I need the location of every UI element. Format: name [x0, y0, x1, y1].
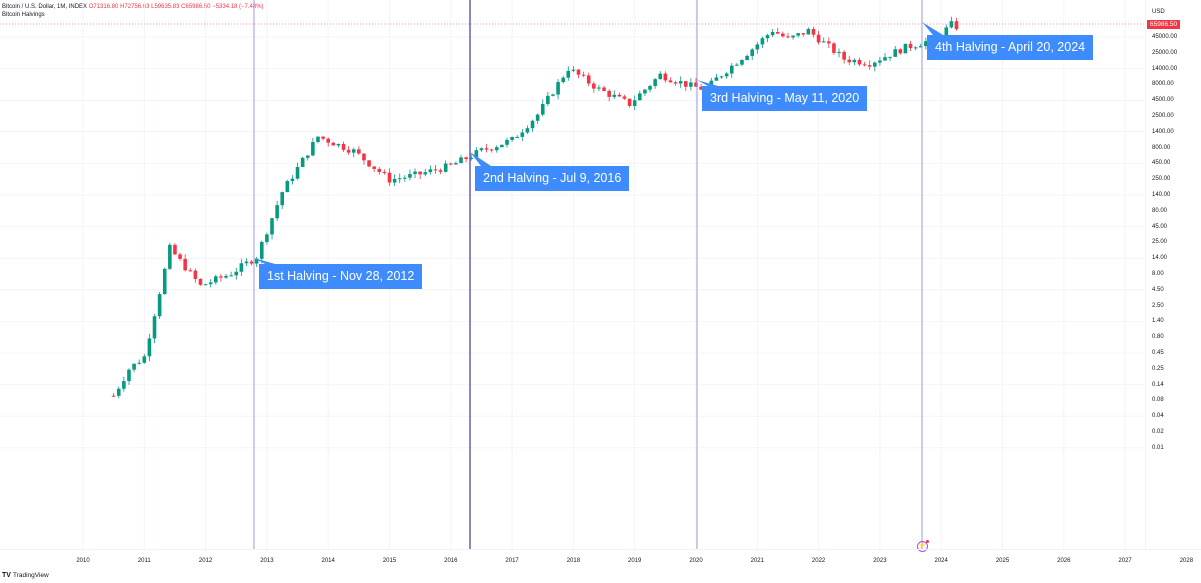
symbol-title: Bitcoin / U.S. Dollar, 1M, INDEX — [2, 4, 88, 10]
halving-callout[interactable]: 2nd Halving - Jul 9, 2016 — [475, 166, 630, 191]
year-tick: 2027 — [1118, 558, 1132, 564]
year-tick: 2024 — [934, 558, 948, 564]
year-tick: 2011 — [137, 558, 151, 564]
year-tick: 2028 — [1179, 558, 1194, 564]
price-tick: 45000.00 — [1152, 34, 1178, 40]
price-tick: 0.02 — [1152, 429, 1164, 435]
price-tick: 800.00 — [1152, 144, 1171, 151]
price-tick: 250.00 — [1152, 176, 1171, 183]
price-tick: 450.00 — [1152, 160, 1171, 167]
price-tick: 140.00 — [1152, 192, 1171, 198]
low-value: L59635.83 — [151, 4, 180, 10]
price-tick: 1400.00 — [1152, 128, 1174, 135]
brand-name: TradingView — [12, 572, 49, 579]
year-tick: 2023 — [873, 558, 887, 564]
price-tick: 25.00 — [1152, 239, 1168, 246]
year-tick: 2026 — [1057, 558, 1071, 564]
price-tick: 80.00 — [1152, 207, 1168, 214]
year-tick: 2021 — [750, 558, 764, 564]
currency-unit: USD — [1152, 9, 1165, 15]
open-value: O71316.80 — [88, 4, 119, 10]
change-value: −5334.18 (−7.48%) — [212, 4, 264, 10]
year-tick: 2014 — [321, 558, 335, 564]
price-tick: 0.04 — [1152, 413, 1164, 420]
candles — [111, 16, 959, 399]
halving-lines — [253, 0, 943, 549]
year-tick: 2012 — [198, 558, 213, 564]
price-tick: 8.00 — [1152, 271, 1164, 277]
price-tick: 14.00 — [1152, 255, 1168, 262]
high-value: H72756.63 — [120, 4, 150, 10]
time-axis[interactable]: 2010 2011 2012 2013 2014 2015 2016 2017 2018 2019… — [0, 549, 1201, 572]
price-tick: 1.40 — [1152, 318, 1164, 325]
price-axis[interactable]: USD 65986.50 45000.00 25000.00 14000.00 800… — [1145, 0, 1201, 549]
price-tick: 2.50 — [1152, 302, 1164, 309]
price-tick: 14000.00 — [1152, 65, 1178, 72]
tradingview-logo-icon: TV — [2, 572, 11, 579]
price-tick: 0.25 — [1152, 365, 1164, 372]
halving-marker-icon[interactable]: ⚡ — [917, 540, 929, 552]
indicator-label[interactable]: Bitcoin Halvings — [2, 12, 45, 18]
price-tick: 0.14 — [1152, 381, 1164, 388]
gridlines — [0, 0, 1145, 549]
halving-callout[interactable]: 1st Halving - Nov 28, 2012 — [259, 264, 423, 289]
price-tick: 8000.00 — [1152, 81, 1174, 88]
price-tick: 0.08 — [1152, 397, 1164, 404]
year-tick: 2016 — [444, 558, 458, 564]
price-tick: 4500.00 — [1152, 97, 1174, 104]
price-tick: 45.00 — [1152, 223, 1168, 230]
year-tick: 2025 — [995, 558, 1010, 564]
halving-callout[interactable]: 3rd Halving - May 11, 2020 — [702, 86, 868, 111]
chart-legend: Bitcoin / U.S. Dollar, 1M, INDEX O71316.… — [2, 3, 264, 19]
price-tick: 0.01 — [1152, 444, 1164, 451]
current-price-label: 65986.50 — [1147, 20, 1181, 29]
price-chart[interactable] — [0, 0, 1145, 549]
close-value: C65986.50 — [181, 4, 211, 10]
year-tick: 2015 — [382, 558, 397, 564]
year-tick: 2013 — [260, 558, 274, 564]
tradingview-brand[interactable]: TV TradingView — [2, 572, 49, 579]
year-tick: 2018 — [566, 558, 581, 564]
price-tick: 25000.00 — [1152, 49, 1178, 56]
year-tick: 2019 — [628, 558, 642, 564]
price-tick: 4.50 — [1152, 286, 1164, 293]
year-tick: 2020 — [689, 558, 703, 564]
price-tick: 2500.00 — [1152, 113, 1174, 119]
price-tick: 0.45 — [1152, 350, 1164, 356]
year-tick: 2017 — [505, 558, 519, 564]
price-tick: 0.80 — [1152, 334, 1164, 341]
year-tick: 2010 — [76, 558, 90, 564]
halving-callout[interactable]: 4th Halving - April 20, 2024 — [927, 35, 1094, 60]
year-tick: 2022 — [811, 558, 826, 564]
